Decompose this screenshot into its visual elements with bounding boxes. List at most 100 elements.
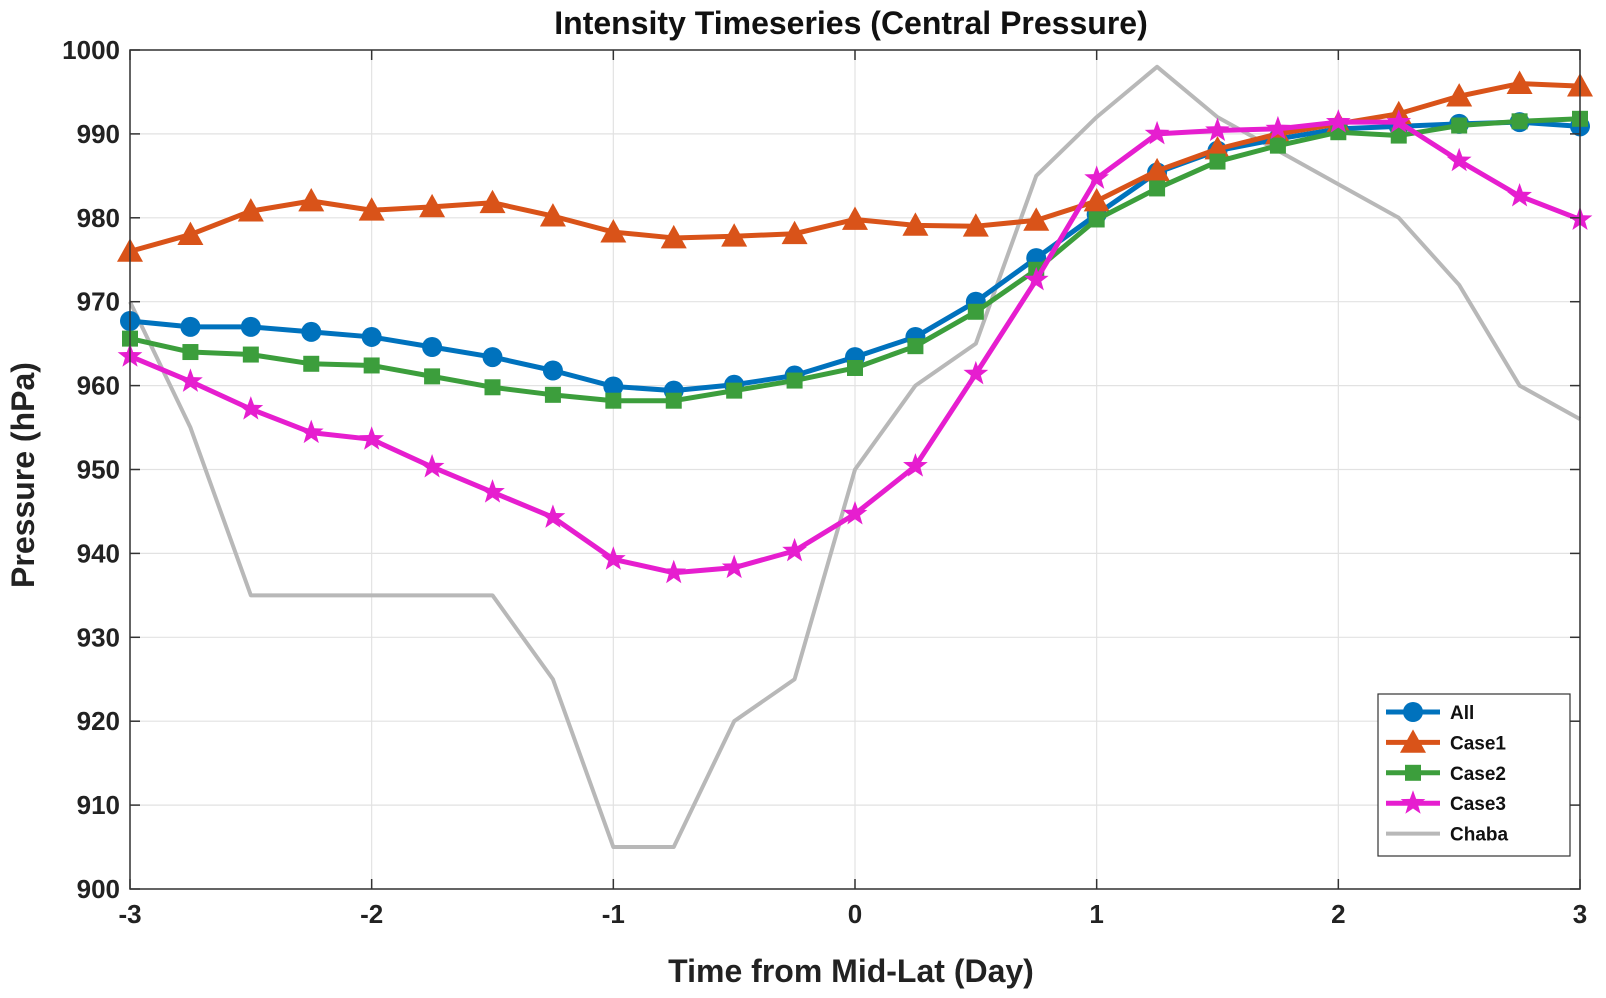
point-case3: [419, 453, 445, 478]
point-case2: [1088, 211, 1105, 228]
point-case1: [479, 189, 506, 214]
y-tick-label: 920: [77, 706, 120, 736]
point-case2: [907, 338, 924, 355]
x-tick-label: 3: [1573, 899, 1587, 929]
point-case3: [1205, 117, 1230, 142]
point-case2: [605, 392, 622, 409]
point-case3: [721, 554, 747, 579]
point-case3: [1446, 147, 1472, 172]
point-case3: [1023, 266, 1049, 291]
legend-item-all: All: [1386, 702, 1474, 724]
legend-item-case1: Case1: [1386, 729, 1506, 754]
point-case3: [298, 419, 324, 444]
x-tick-label: 0: [848, 899, 862, 929]
x-axis-label: Time from Mid-Lat (Day): [668, 953, 1034, 989]
point-case2: [726, 382, 743, 399]
y-tick-label: 910: [77, 790, 120, 820]
series-line-chaba: [128, 64, 1581, 850]
legend-marker-all: [1403, 702, 1423, 722]
point-case1: [177, 221, 204, 245]
point-case1: [1506, 70, 1533, 94]
x-tick-label: -3: [118, 899, 141, 929]
point-case3: [963, 360, 989, 385]
point-case2: [303, 355, 320, 372]
legend-label-case2: Case2: [1450, 764, 1506, 785]
point-case3: [1144, 120, 1170, 145]
series-layer: [117, 64, 1593, 850]
point-case3: [178, 368, 203, 392]
point-all: [361, 326, 382, 347]
point-case1: [539, 203, 566, 227]
legend-label-all: All: [1450, 703, 1474, 724]
y-tick-label: 1000: [62, 35, 120, 65]
point-all: [301, 321, 322, 342]
point-case3: [359, 426, 385, 450]
point-case2: [484, 379, 501, 396]
legend-marker-case2: [1405, 764, 1421, 781]
point-case1: [1144, 157, 1171, 182]
y-tick-label: 930: [77, 622, 120, 652]
point-case3: [1507, 182, 1532, 207]
y-tick-label: 970: [77, 287, 120, 317]
x-tick-label: 1: [1089, 899, 1103, 929]
point-case3: [782, 537, 807, 562]
point-case1: [781, 220, 808, 245]
point-case3: [1325, 109, 1351, 133]
x-tick-label: -1: [602, 899, 625, 929]
point-case1: [237, 198, 264, 222]
point-case3: [600, 546, 626, 570]
point-case1: [660, 224, 687, 249]
point-case1: [962, 213, 989, 237]
series-case2: [122, 110, 1588, 409]
point-case3: [661, 559, 687, 584]
point-case1: [1083, 188, 1110, 212]
point-case3: [1265, 115, 1291, 140]
y-tick-label: 900: [77, 874, 120, 904]
legend-marker-case1: [1400, 729, 1426, 753]
point-case3: [842, 500, 868, 525]
x-tick-label: 2: [1331, 899, 1345, 929]
point-case2: [544, 386, 561, 403]
point-all: [422, 337, 443, 358]
point-case2: [967, 303, 984, 320]
point-case2: [665, 392, 682, 409]
y-tick-label: 940: [77, 538, 120, 568]
chart-title: Intensity Timeseries (Central Pressure): [554, 5, 1147, 41]
y-tick-label: 950: [77, 455, 120, 485]
y-tick-label: 980: [77, 203, 120, 233]
point-all: [180, 316, 201, 337]
point-case2: [242, 346, 259, 363]
point-case2: [1451, 117, 1468, 134]
x-ticks: -3 -2 -1 0 1 2 3: [118, 50, 1587, 929]
point-case1: [1204, 136, 1231, 160]
legend-marker-case3: [1400, 790, 1426, 814]
point-all: [240, 316, 261, 337]
y-axis-label: Pressure (hPa): [5, 362, 41, 588]
point-case2: [1269, 137, 1286, 154]
point-all: [542, 360, 563, 381]
point-case1: [298, 188, 325, 212]
point-case3: [480, 479, 505, 503]
point-case1: [419, 193, 446, 218]
series-chaba: [128, 64, 1581, 850]
point-case1: [902, 212, 929, 236]
y-tick-label: 990: [77, 119, 120, 149]
point-case2: [1390, 127, 1407, 144]
point-case3: [540, 504, 566, 528]
point-case2: [424, 368, 441, 385]
point-case3: [903, 453, 928, 477]
point-case3: [238, 396, 264, 420]
legend-item-case3: Case3: [1386, 790, 1506, 815]
legend-item-chaba: Chaba: [1386, 825, 1509, 846]
point-case2: [1511, 113, 1528, 130]
point-case1: [721, 223, 748, 247]
y-tick-label: 960: [77, 371, 120, 401]
point-case2: [363, 357, 380, 374]
point-all: [603, 376, 624, 397]
point-case1: [358, 197, 385, 221]
point-all: [482, 347, 503, 368]
y-ticks: 900 910 920 930 940 950 960 970 980 990 1000: [62, 35, 1580, 904]
legend-label-chaba: Chaba: [1450, 825, 1509, 846]
point-case1: [842, 206, 868, 230]
